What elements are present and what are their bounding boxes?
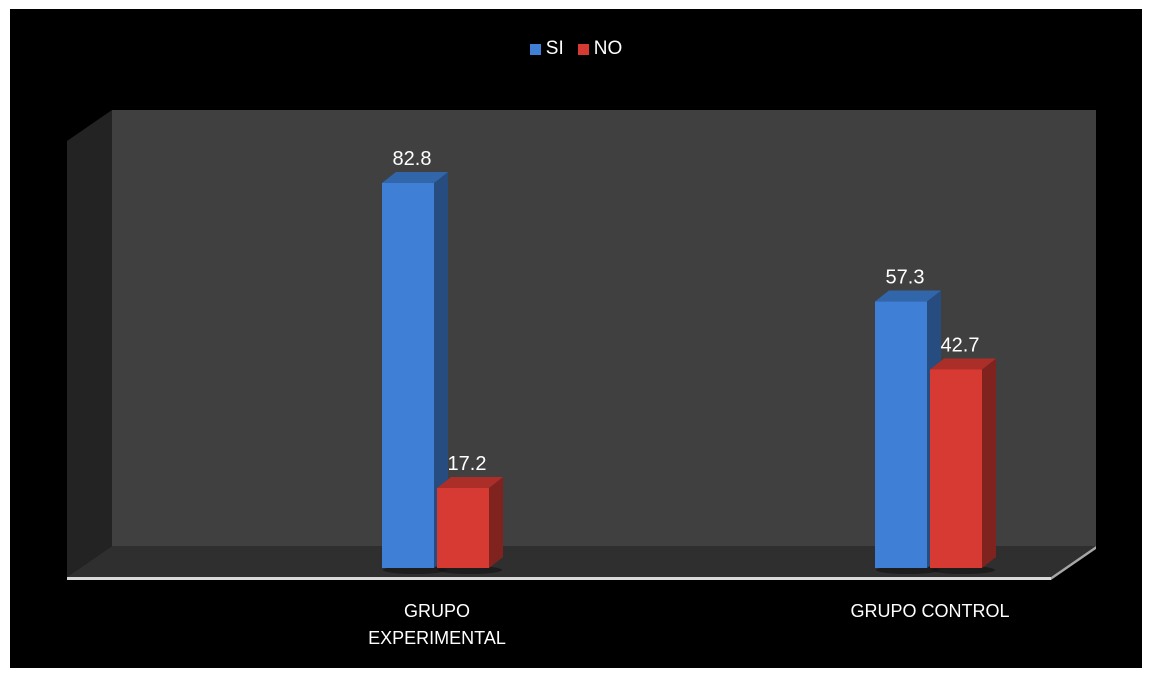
bar-si-0-top bbox=[382, 171, 448, 183]
category-label-1-line-0: GRUPO CONTROL bbox=[850, 601, 1009, 621]
bar-si-0 bbox=[382, 182, 434, 569]
bar-si-0-side bbox=[434, 171, 448, 569]
legend-label-no: NO bbox=[593, 38, 623, 59]
side-wall bbox=[67, 110, 112, 577]
bar-no-1-label: 42.7 bbox=[941, 334, 980, 356]
floor-edge-side bbox=[1051, 546, 1096, 580]
legend-label-si: SI bbox=[545, 38, 564, 59]
legend-swatch-si bbox=[529, 43, 541, 55]
bar-no-0-side bbox=[489, 477, 503, 568]
chart-frame: SI NO 82.8 17.2 GRUPO EXPERIMENTAL 57.3 42.7 G… bbox=[10, 9, 1142, 668]
bar-no-0-label: 17.2 bbox=[448, 453, 487, 475]
chart-plot: 82.8 17.2 GRUPO EXPERIMENTAL 57.3 42.7 GRUPO C… bbox=[67, 110, 1096, 648]
bar-si-1-top bbox=[875, 290, 941, 302]
category-label-0-line-0: GRUPO bbox=[404, 601, 470, 621]
bar-no-1-side bbox=[982, 358, 996, 568]
bar-si-0-label: 82.8 bbox=[393, 148, 432, 170]
floor-edge bbox=[67, 577, 1051, 580]
bar-no-1 bbox=[930, 369, 982, 568]
bar-no-0 bbox=[437, 488, 489, 568]
bar-no-1-top bbox=[930, 358, 996, 370]
bar-si-1 bbox=[875, 301, 927, 568]
bar-no-0-top bbox=[437, 477, 503, 489]
bar-si-1-label: 57.3 bbox=[886, 267, 925, 289]
back-wall bbox=[112, 110, 1096, 546]
legend: SI NO bbox=[10, 38, 1142, 60]
legend-swatch-no bbox=[577, 43, 589, 55]
floor bbox=[67, 546, 1096, 577]
legend-item-si: SI bbox=[529, 38, 564, 60]
legend-item-no: NO bbox=[577, 38, 623, 60]
category-label-0-line-1: EXPERIMENTAL bbox=[368, 628, 506, 648]
